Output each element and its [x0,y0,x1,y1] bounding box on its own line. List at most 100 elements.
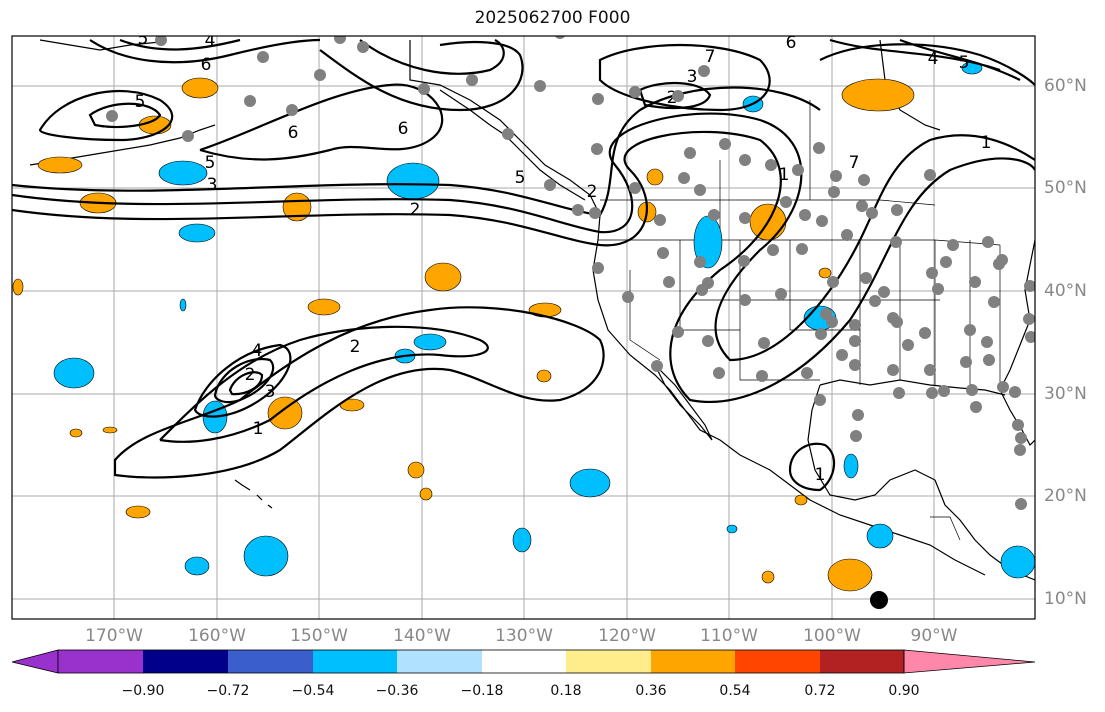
map-frame [11,35,1036,620]
colorbar-tick-label: 0.90 [888,683,920,699]
colorbar-max-extend [903,649,1036,674]
contour-label: 5 [135,92,146,112]
station-dot [672,326,684,338]
station-dot [106,110,118,122]
contour-label: 1 [981,133,992,153]
colorbar-segment [397,650,482,673]
colorbar-segment [482,650,566,673]
longitude-label: 90°W [910,626,958,646]
latitude-label: 60°N [1044,76,1087,96]
station-dot [815,328,827,340]
station-dot [775,288,787,300]
station-dot [796,243,808,255]
station-dot [155,36,167,46]
longitude-label: 160°W [188,626,246,646]
contour-label: 3 [687,67,698,87]
colorbar-tick-label: −0.18 [460,683,504,699]
station-dot [830,170,842,182]
station-dot [799,209,811,221]
station-dot [629,182,641,194]
colorbar [11,649,1036,674]
station-dot [792,164,804,176]
station-dot [572,204,584,216]
contour-label: 1 [253,419,264,439]
longitude-label: 110°W [700,626,758,646]
station-dot [932,283,944,295]
colorbar-tick-label: 0.72 [804,683,836,699]
station-dot [988,296,1000,308]
station-dot [654,214,666,226]
station-dot [694,184,706,196]
station-dot [418,83,430,95]
station-dot [738,255,750,267]
colorbar-segment [566,650,651,673]
station-dot [887,364,899,376]
contour-label: 7 [849,153,860,173]
station-dot [849,335,861,347]
station-dot [1024,280,1035,292]
contour-label: 6 [398,119,409,139]
station-dot [960,356,972,368]
contour-label: 1 [779,165,790,185]
colorbar-segment [735,650,820,673]
colorbar-outline [57,649,905,674]
station-dot [878,286,890,298]
station-dot [801,367,813,379]
station-dot [926,267,938,279]
station-dot [629,86,641,98]
station-dot [983,354,995,366]
station-dot [544,179,556,191]
contour-label: 5 [138,29,149,49]
colorbar-segment [143,650,228,673]
station-dot [758,337,770,349]
contour-label: 6 [201,55,212,75]
latitude-label: 20°N [1044,486,1087,506]
station-dot [964,324,976,336]
latitude-label: 10°N [1044,589,1087,609]
station-dot [182,130,194,142]
station-dot [1012,419,1024,431]
station-dot [765,159,777,171]
station-dot [767,244,779,256]
station-dot [982,236,994,248]
colorbar-segment [313,650,397,673]
longitude-label: 100°W [803,626,861,646]
station-dot [286,104,298,116]
station-dot [357,41,369,53]
station-dot [940,256,952,268]
station-dot [1015,498,1027,510]
station-dot [850,430,862,442]
station-dot [592,93,604,105]
contour-label: 5 [515,168,526,188]
station-dot [756,370,768,382]
station-dot [589,207,601,219]
station-dot [902,339,914,351]
station-dot [856,200,868,212]
colorbar-tick-label: −0.72 [206,683,250,699]
contour-label: 2 [350,337,361,357]
station-dot [739,154,751,166]
station-dot [993,258,1005,270]
station-dot [1014,444,1026,456]
station-dot [534,80,546,92]
contour-label: 6 [786,33,797,53]
station-dot [969,276,981,288]
contour-label: 2 [410,200,421,220]
station-dot [651,360,663,372]
station-dot [841,229,853,241]
station-dot [702,277,714,289]
station-dot [554,36,566,39]
station-dot [713,367,725,379]
station-dot [826,316,838,328]
contour-label: 2 [587,182,598,202]
station-dot [657,247,669,259]
station-dot [698,65,710,77]
station-dot [970,401,982,413]
station-dot [1025,331,1035,343]
station-dot [719,138,731,150]
contour-label: 2 [667,88,678,108]
contour-label: 1 [815,465,826,485]
colorbar-tick-label: 0.36 [635,683,667,699]
station-dot [466,74,478,86]
